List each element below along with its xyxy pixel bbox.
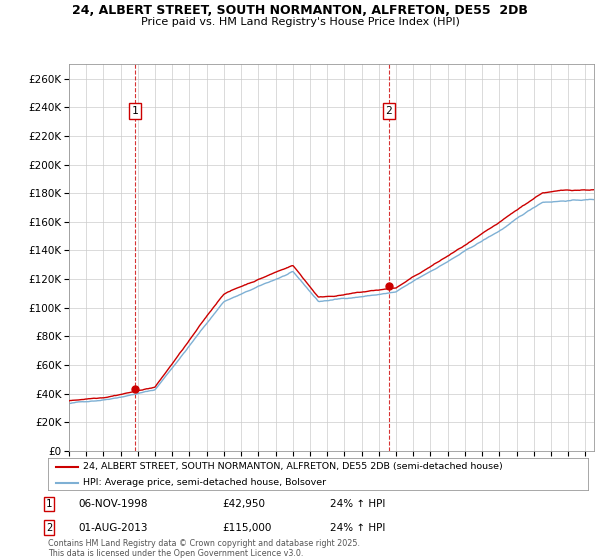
Text: £42,950: £42,950: [222, 499, 265, 509]
Text: 1: 1: [132, 106, 139, 116]
Text: Price paid vs. HM Land Registry's House Price Index (HPI): Price paid vs. HM Land Registry's House …: [140, 17, 460, 27]
Text: 2: 2: [46, 522, 52, 533]
Text: HPI: Average price, semi-detached house, Bolsover: HPI: Average price, semi-detached house,…: [83, 478, 326, 487]
Text: 24, ALBERT STREET, SOUTH NORMANTON, ALFRETON, DE55  2DB: 24, ALBERT STREET, SOUTH NORMANTON, ALFR…: [72, 4, 528, 17]
Text: 06-NOV-1998: 06-NOV-1998: [78, 499, 148, 509]
Text: 1: 1: [46, 499, 52, 509]
Text: 01-AUG-2013: 01-AUG-2013: [78, 522, 148, 533]
Text: £115,000: £115,000: [222, 522, 271, 533]
Text: 24% ↑ HPI: 24% ↑ HPI: [330, 522, 385, 533]
Text: 2: 2: [385, 106, 392, 116]
Text: 24% ↑ HPI: 24% ↑ HPI: [330, 499, 385, 509]
Text: Contains HM Land Registry data © Crown copyright and database right 2025.
This d: Contains HM Land Registry data © Crown c…: [48, 539, 360, 558]
Text: 24, ALBERT STREET, SOUTH NORMANTON, ALFRETON, DE55 2DB (semi-detached house): 24, ALBERT STREET, SOUTH NORMANTON, ALFR…: [83, 462, 503, 471]
